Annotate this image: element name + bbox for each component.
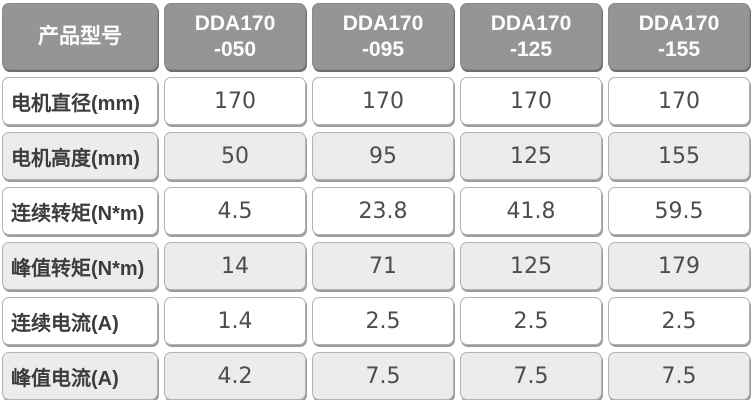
row-label-continuous-current: 连续电流(A) (2, 297, 158, 345)
value-cell: 2.5 (312, 297, 454, 345)
header-label: 产品型号 (38, 24, 122, 48)
value-cell: 155 (608, 132, 750, 180)
model-name-line1: DDA170 (194, 11, 276, 35)
model-name-line1: DDA170 (638, 11, 720, 35)
value-cell: 170 (608, 77, 750, 125)
value-cell: 7.5 (608, 352, 750, 400)
row-label-motor-height: 电机高度(mm) (2, 132, 158, 180)
header-cell-model-155: DDA170 -155 (608, 3, 750, 70)
value-cell: 4.2 (164, 352, 306, 400)
row-label-peak-torque: 峰值转矩(N*m) (2, 242, 158, 290)
value-cell: 50 (164, 132, 306, 180)
row-label-motor-diameter: 电机直径(mm) (2, 77, 158, 125)
value-cell: 71 (312, 242, 454, 290)
row-label-continuous-torque: 连续转矩(N*m) (2, 187, 158, 235)
value-cell: 41.8 (460, 187, 602, 235)
value-cell: 170 (312, 77, 454, 125)
row-label-peak-current: 峰值电流(A) (2, 352, 158, 400)
value-cell: 170 (164, 77, 306, 125)
value-cell: 7.5 (460, 352, 602, 400)
value-cell: 14 (164, 242, 306, 290)
value-cell: 179 (608, 242, 750, 290)
header-cell-model-095: DDA170 -095 (312, 3, 454, 70)
model-name-line1: DDA170 (490, 11, 572, 35)
value-cell: 23.8 (312, 187, 454, 235)
model-name-line2: -125 (509, 37, 553, 61)
value-cell: 125 (460, 242, 602, 290)
value-cell: 170 (460, 77, 602, 125)
header-cell-product-model: 产品型号 (2, 3, 158, 70)
value-cell: 59.5 (608, 187, 750, 235)
value-cell: 2.5 (460, 297, 602, 345)
value-cell: 125 (460, 132, 602, 180)
value-cell: 7.5 (312, 352, 454, 400)
model-name-line2: -155 (657, 37, 701, 61)
value-cell: 4.5 (164, 187, 306, 235)
model-name-line1: DDA170 (342, 11, 424, 35)
model-name-line2: -050 (213, 37, 257, 61)
value-cell: 2.5 (608, 297, 750, 345)
value-cell: 1.4 (164, 297, 306, 345)
model-name-line2: -095 (361, 37, 405, 61)
header-cell-model-125: DDA170 -125 (460, 3, 602, 70)
value-cell: 95 (312, 132, 454, 180)
header-cell-model-050: DDA170 -050 (164, 3, 306, 70)
